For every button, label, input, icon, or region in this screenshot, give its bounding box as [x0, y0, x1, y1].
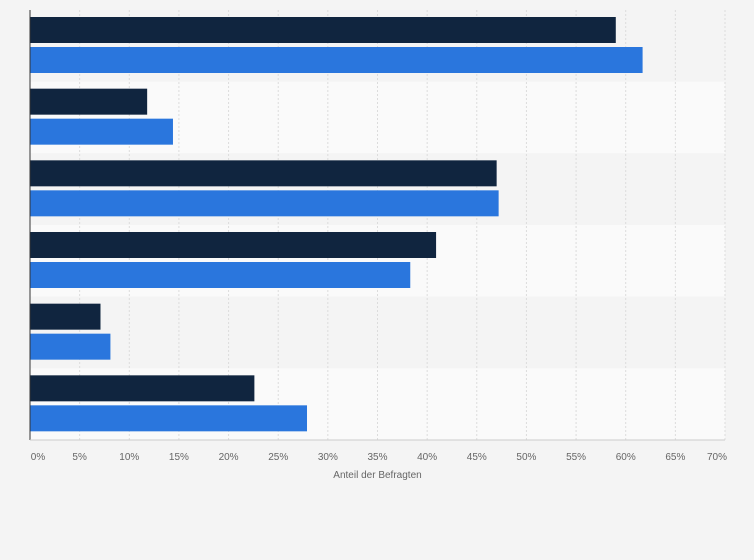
- x-tick-label: 15%: [169, 452, 189, 463]
- x-tick-label: 40%: [417, 452, 437, 463]
- bar: [30, 118, 173, 145]
- category-band: [30, 296, 725, 369]
- bar: [30, 232, 437, 258]
- bar: [30, 303, 101, 330]
- x-tick-label: 50%: [516, 452, 536, 463]
- x-tick-label: 70%: [707, 452, 727, 463]
- bar: [30, 333, 111, 360]
- bar: [30, 405, 308, 432]
- bar: [30, 160, 497, 187]
- x-tick-label: 30%: [318, 452, 338, 463]
- bar: [30, 375, 255, 402]
- bar: [30, 262, 411, 288]
- x-tick-label: 65%: [665, 452, 685, 463]
- bar: [30, 88, 148, 115]
- x-tick-labels: 0% 5% 10% 15% 20% 25% 30% 35% 40% 45% 50% 55% 60% 65%…: [31, 452, 727, 463]
- x-tick-label: 25%: [268, 452, 288, 463]
- bar: [30, 17, 616, 43]
- x-tick-label: 20%: [219, 452, 239, 463]
- x-tick-label: 5%: [72, 452, 87, 463]
- bar: [30, 190, 499, 217]
- bar: [30, 47, 643, 73]
- x-tick-label: 45%: [467, 452, 487, 463]
- x-tick-label: 60%: [616, 452, 636, 463]
- x-tick-label: 0%: [31, 452, 46, 463]
- x-axis-title: Anteil der Befragten: [333, 470, 421, 481]
- bars: [30, 17, 643, 432]
- x-tick-label: 55%: [566, 452, 586, 463]
- x-tick-label: 10%: [119, 452, 139, 463]
- axes: [29, 10, 725, 441]
- x-tick-label: 35%: [367, 452, 387, 463]
